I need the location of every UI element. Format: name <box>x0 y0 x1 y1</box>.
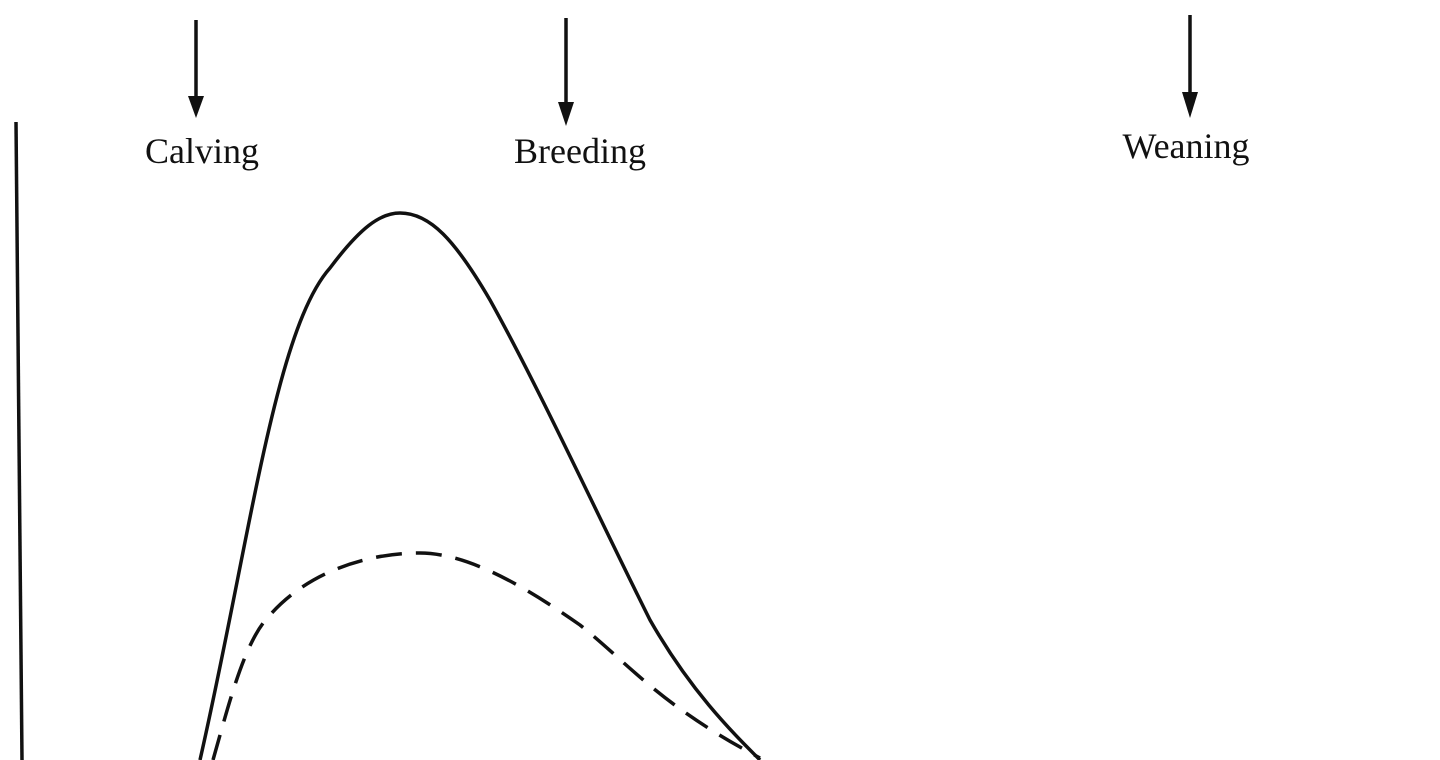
arrow-head <box>558 102 574 126</box>
solid-curve <box>198 211 762 760</box>
arrow-head <box>188 96 204 118</box>
event-label: Breeding <box>514 131 646 171</box>
dashed-curve <box>211 551 761 760</box>
y-axis <box>14 121 24 760</box>
event-label: Weaning <box>1122 126 1249 166</box>
arrow-head <box>1182 92 1198 118</box>
event-label: Calving <box>145 131 259 171</box>
event-arrows <box>188 15 1198 126</box>
